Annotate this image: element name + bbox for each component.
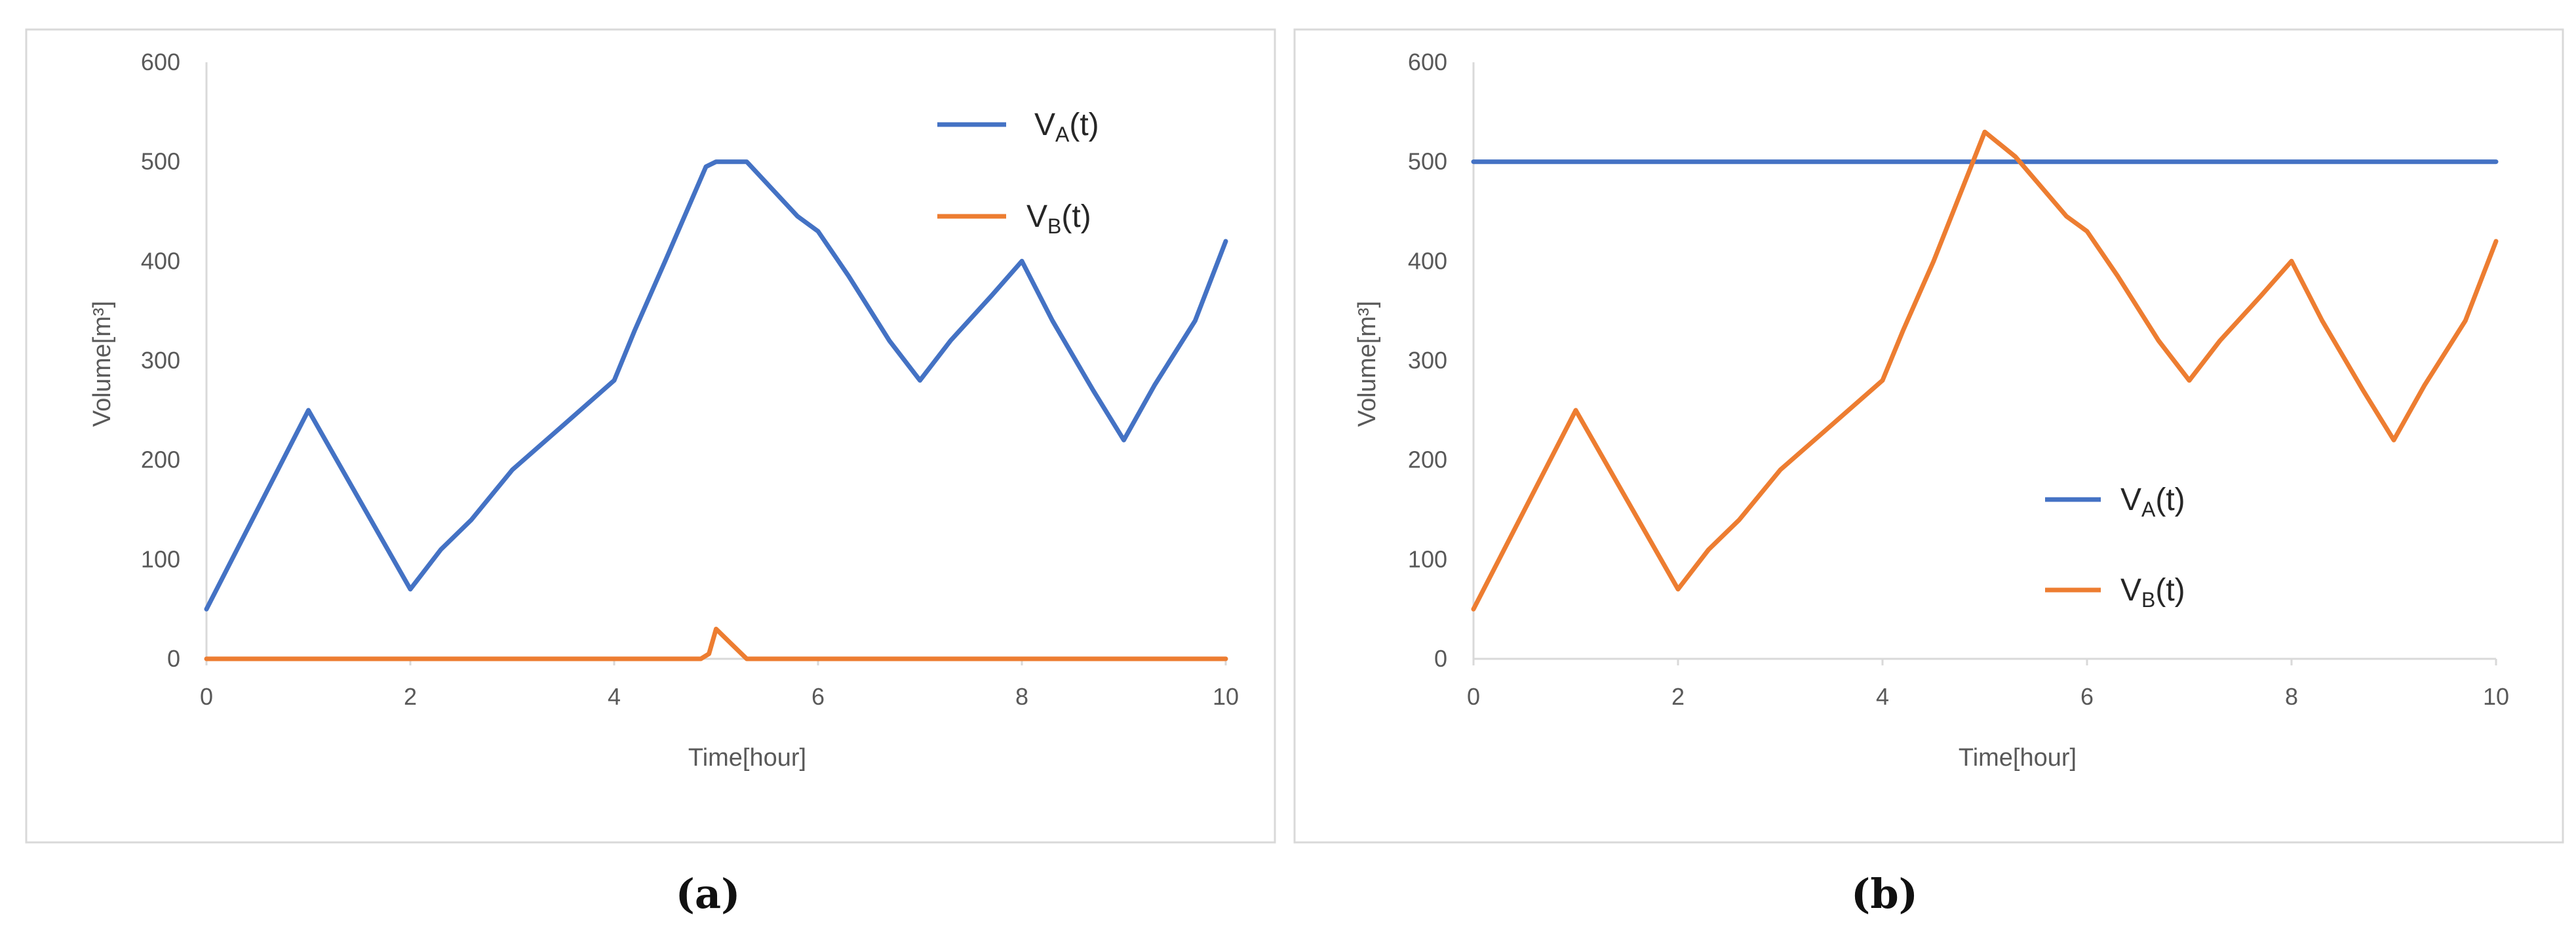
y-axis-title: Volume[m³] xyxy=(88,301,116,427)
legend: VA(t) VB(t) xyxy=(937,108,1099,238)
plot-area xyxy=(204,159,1228,661)
legend-label-vb: VB(t) xyxy=(2120,573,2185,612)
y-tick-label: 500 xyxy=(1408,148,1447,175)
x-tick-label: 8 xyxy=(2285,683,2298,710)
y-tick-label: 100 xyxy=(1408,545,1447,572)
x-tick-label: 10 xyxy=(2483,683,2509,710)
x-tick-label: 6 xyxy=(811,683,825,710)
x-tick-label: 10 xyxy=(1213,683,1239,710)
y-tick-label: 500 xyxy=(141,148,180,175)
plot-area xyxy=(1471,129,2499,612)
chart-panel-b: 0 100 200 300 400 500 600 0 2 4 6 8 10 Time[hour] Vo… xyxy=(1293,28,2564,918)
x-tick-label: 2 xyxy=(1671,683,1685,710)
y-tick-label: 200 xyxy=(1408,446,1447,473)
chart-frame xyxy=(25,28,1276,844)
caption-a: (a) xyxy=(676,870,741,918)
series-line-va xyxy=(204,159,1228,612)
x-tick-label: 0 xyxy=(200,683,213,710)
y-tick-label: 400 xyxy=(141,247,180,274)
x-tick-label: 6 xyxy=(2080,683,2094,710)
axes: 0 100 200 300 400 500 600 0 2 4 6 8 10 xyxy=(141,49,1239,710)
y-tick-label: 0 xyxy=(167,645,180,672)
chart-frame xyxy=(1293,28,2564,844)
y-tick-label: 300 xyxy=(141,347,180,374)
x-tick-label: 4 xyxy=(608,683,621,710)
x-tick-label: 2 xyxy=(404,683,417,710)
x-axis-title: Time[hour] xyxy=(688,744,806,772)
series-line-vb xyxy=(1471,129,2499,612)
y-tick-label: 200 xyxy=(141,446,180,473)
y-tick-label: 400 xyxy=(1408,247,1447,274)
x-tick-label: 0 xyxy=(1467,683,1480,710)
x-tick-label: 8 xyxy=(1015,683,1028,710)
chart-panel-a: 0 100 200 300 400 500 600 0 2 4 6 8 10 Time[hour] Vo… xyxy=(25,28,1276,918)
caption-b: (b) xyxy=(1851,870,1918,918)
series-line-vb xyxy=(204,627,1228,661)
y-tick-label: 300 xyxy=(1408,347,1447,374)
y-axis-title: Volume[m³] xyxy=(1354,301,1381,427)
y-tick-label: 600 xyxy=(141,49,180,75)
x-tick-label: 4 xyxy=(1876,683,1889,710)
y-tick-label: 0 xyxy=(1434,645,1447,672)
axes: 0 100 200 300 400 500 600 0 2 4 6 8 10 xyxy=(1408,49,2509,710)
y-tick-label: 600 xyxy=(1408,49,1447,75)
legend-item-vb: VB(t) xyxy=(2045,573,2185,612)
y-tick-label: 100 xyxy=(141,545,180,572)
x-axis-title: Time[hour] xyxy=(1959,744,2077,772)
